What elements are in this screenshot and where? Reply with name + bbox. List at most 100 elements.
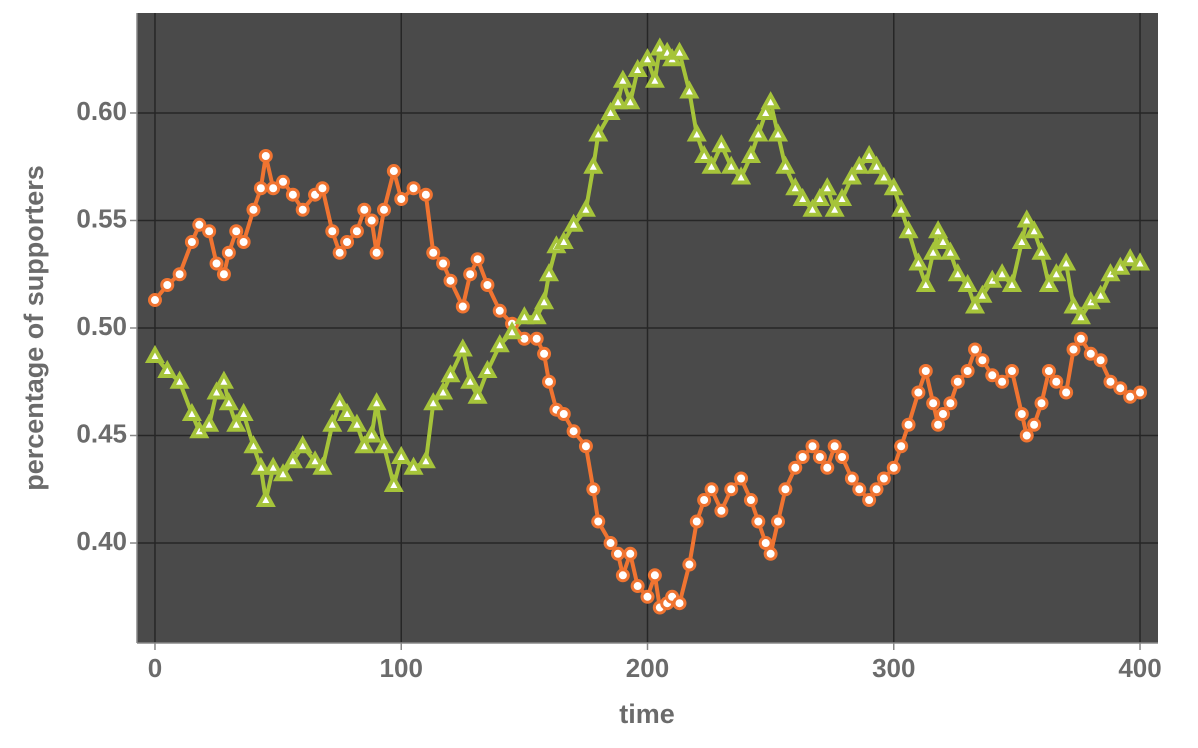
marker xyxy=(426,245,441,260)
marker-inner xyxy=(651,77,659,84)
marker xyxy=(714,503,729,518)
marker-inner xyxy=(188,410,196,418)
grid xyxy=(137,13,1158,643)
marker xyxy=(436,256,451,271)
marker xyxy=(529,331,544,346)
marker-inner xyxy=(582,206,590,213)
marker-inner xyxy=(737,173,745,181)
marker xyxy=(968,342,983,357)
marker-inner xyxy=(373,399,381,407)
marker xyxy=(492,303,507,318)
marker-inner xyxy=(1030,227,1038,235)
marker-inner xyxy=(262,496,270,504)
y-axis-title: percentage of supporters xyxy=(19,165,49,491)
marker-inner xyxy=(727,163,735,170)
marker xyxy=(463,267,478,282)
marker xyxy=(480,277,495,292)
marker xyxy=(763,546,778,561)
marker xyxy=(918,364,933,379)
marker xyxy=(315,181,330,196)
marker-inner xyxy=(774,130,782,138)
marker-inner xyxy=(676,49,684,56)
marker-inner xyxy=(570,221,578,228)
marker xyxy=(1113,381,1128,396)
marker-inner xyxy=(1097,292,1105,299)
marker xyxy=(950,374,965,389)
marker-inner xyxy=(176,378,184,385)
marker-inner xyxy=(619,77,627,84)
marker-inner xyxy=(1008,281,1016,288)
marker xyxy=(960,364,975,379)
marker-inner xyxy=(838,195,846,202)
marker xyxy=(184,234,199,249)
marker xyxy=(418,187,433,202)
marker-inner xyxy=(685,87,693,95)
marker xyxy=(862,493,877,508)
marker xyxy=(936,407,951,422)
marker-inner xyxy=(799,195,807,202)
marker xyxy=(578,439,593,454)
marker xyxy=(911,385,926,400)
marker xyxy=(1014,407,1029,422)
marker xyxy=(332,245,347,260)
marker xyxy=(295,202,310,217)
marker-inner xyxy=(934,227,942,235)
marker-inner xyxy=(816,195,824,202)
marker xyxy=(844,471,859,486)
marker-inner xyxy=(1038,249,1046,256)
marker-inner xyxy=(429,399,437,407)
marker xyxy=(394,191,409,206)
marker xyxy=(724,482,739,497)
marker-inner xyxy=(328,421,336,428)
marker xyxy=(1041,364,1056,379)
marker-inner xyxy=(466,378,474,385)
marker xyxy=(931,417,946,432)
marker-inner xyxy=(289,457,297,465)
marker-inner xyxy=(336,399,344,407)
marker xyxy=(455,299,470,314)
marker-inner xyxy=(946,249,954,256)
marker-inner xyxy=(808,206,816,213)
marker xyxy=(1083,346,1098,361)
marker-inner xyxy=(978,292,986,299)
marker-inner xyxy=(880,173,888,181)
marker xyxy=(160,277,175,292)
marker-inner xyxy=(905,227,913,235)
marker-inner xyxy=(823,184,831,192)
marker-inner xyxy=(717,141,725,149)
marker xyxy=(835,450,850,465)
marker-inner xyxy=(446,371,454,379)
marker-inner xyxy=(614,98,622,106)
marker xyxy=(192,217,207,232)
marker xyxy=(349,224,364,239)
marker xyxy=(586,482,601,497)
marker-inner xyxy=(1062,259,1070,267)
marker-inner xyxy=(1106,270,1114,278)
marker xyxy=(795,450,810,465)
marker-inner xyxy=(971,302,979,310)
marker xyxy=(221,245,236,260)
marker xyxy=(285,187,300,202)
marker-inner xyxy=(964,281,972,288)
x-axis-title: time xyxy=(619,699,675,729)
marker-inner xyxy=(533,313,541,321)
marker xyxy=(926,396,941,411)
marker xyxy=(758,536,773,551)
marker-inner xyxy=(213,389,221,396)
marker-inner xyxy=(767,98,775,106)
marker-inner xyxy=(151,352,159,359)
marker-inner xyxy=(762,109,770,116)
marker-inner xyxy=(279,470,287,478)
marker xyxy=(751,514,766,529)
marker-inner xyxy=(929,249,937,256)
marker-inner xyxy=(890,184,898,192)
marker-inner xyxy=(318,464,326,471)
marker-inner xyxy=(914,259,922,267)
marker xyxy=(812,450,827,465)
marker xyxy=(541,374,556,389)
marker xyxy=(216,267,231,282)
marker-inner xyxy=(368,432,376,439)
marker-inner xyxy=(589,163,597,170)
marker-inner xyxy=(520,313,528,321)
